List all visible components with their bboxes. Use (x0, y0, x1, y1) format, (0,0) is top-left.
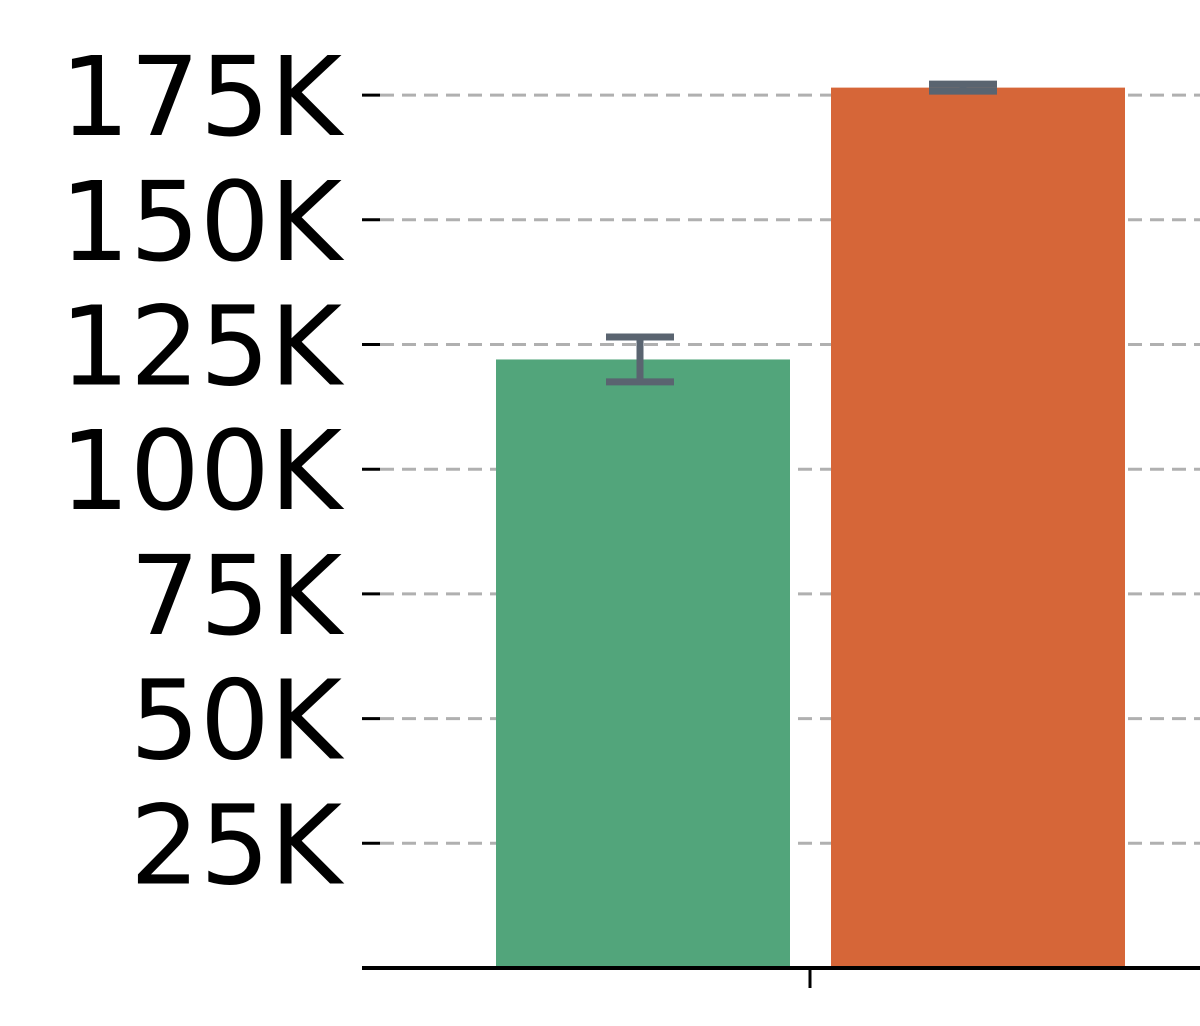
bars (496, 87, 1125, 969)
error-bars (606, 80, 997, 386)
y-tick-label: 100K (60, 407, 345, 535)
y-tick-label: 125K (60, 283, 345, 411)
y-tick-label: 50K (130, 657, 345, 785)
y-tick-label: 25K (130, 781, 345, 909)
axes (362, 93, 1200, 988)
y-tick-label: 175K (60, 33, 345, 161)
y-tick-label: 150K (60, 158, 345, 286)
y-tick-label: 75K (130, 532, 345, 660)
bar-series-1 (496, 359, 790, 968)
bar-series-2 (831, 87, 1125, 969)
